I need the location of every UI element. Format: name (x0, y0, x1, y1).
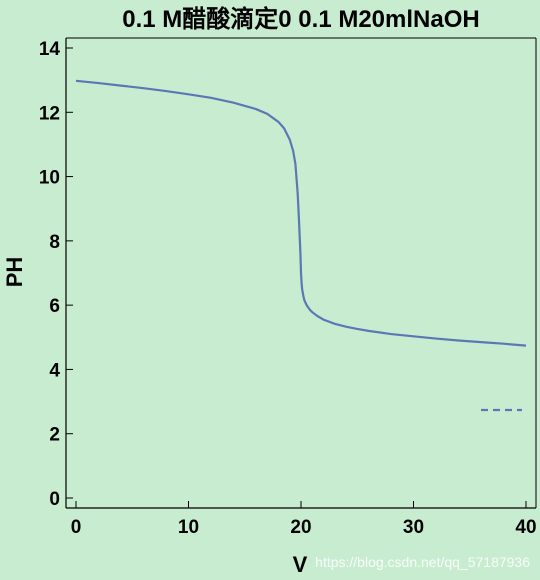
x-tick-label: 30 (403, 517, 424, 538)
y-tick-label: 14 (39, 39, 61, 60)
x-tick-label: 40 (515, 517, 536, 538)
x-ticks: 0 10 20 30 40 (71, 501, 537, 538)
x-tick-label: 0 (71, 517, 82, 538)
chart-title: 0.1 M醋酸滴定0 0.1 M20mlNaOH (122, 5, 479, 33)
x-axis-label: V (293, 552, 308, 577)
y-ticks: 0 2 4 6 8 10 12 14 (39, 39, 73, 510)
titration-curve (75, 79, 527, 347)
x-tick-label: 20 (290, 517, 311, 538)
y-tick-label: 2 (49, 425, 60, 446)
y-tick-label: 12 (39, 103, 60, 124)
y-tick-label: 6 (49, 296, 60, 317)
y-tick-label: 0 (49, 489, 60, 510)
y-tick-label: 10 (39, 168, 60, 189)
x-tick-label: 10 (178, 517, 199, 538)
series-layer (75, 79, 527, 347)
y-tick-label: 4 (49, 360, 60, 381)
y-axis-label: PH (2, 257, 27, 288)
y-tick-label: 8 (49, 232, 60, 253)
watermark: https://blog.csdn.net/qq_57187936 (315, 554, 530, 570)
